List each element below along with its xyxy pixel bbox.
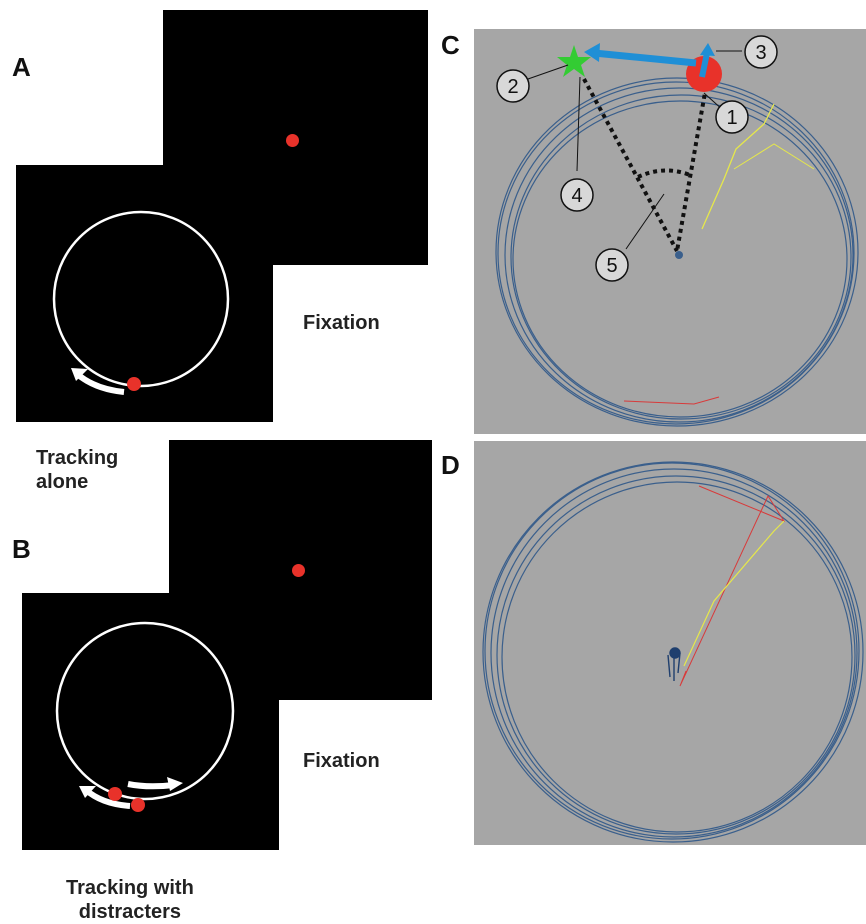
panel-letter-d: D (441, 450, 460, 480)
marker-label-1: 1 (726, 107, 737, 129)
panel-letter-c: C (441, 30, 460, 60)
tracking-screen-b (22, 593, 279, 850)
panel-letter-b: B (12, 534, 31, 564)
vector-arrow-icon (593, 49, 697, 67)
panel-letter-a: A (12, 52, 31, 82)
track-circle (55, 621, 235, 801)
hand-trace (683, 520, 785, 667)
motion-arrow-icon (127, 781, 175, 790)
trajectory-plot-d (474, 441, 866, 845)
center-cluster (675, 251, 683, 259)
numbered-circle-marker-2: 2 (496, 69, 530, 103)
angle-lines (582, 78, 708, 252)
numbered-circle-marker-4: 4 (560, 178, 594, 212)
tracking-label-b: Tracking with distracters (66, 876, 194, 924)
fixation-label-a: Fixation (303, 312, 380, 334)
arrowhead-icon (700, 43, 715, 56)
tracking-label-b-line1: Tracking with (66, 877, 194, 899)
marker-label-3: 3 (755, 42, 766, 64)
tracking-label-a-line1: Tracking (36, 447, 119, 469)
tracking-label-a-line2: alone (36, 471, 89, 493)
target-dot-icon (127, 377, 141, 391)
error-trace (679, 485, 786, 687)
arrowhead-icon (584, 43, 600, 62)
motion-arrow-icon (84, 787, 131, 809)
numbered-circle-marker-1: 1 (715, 100, 749, 134)
hand-trace (733, 143, 815, 170)
tracking-display-b (55, 621, 235, 812)
track-circle (52, 210, 230, 388)
marker-label-5: 5 (606, 255, 617, 277)
eye-trace (495, 77, 859, 427)
arrowhead-icon (167, 777, 183, 791)
star-marker-icon (557, 45, 591, 77)
numbered-circle-marker-5: 5 (595, 248, 629, 282)
center-cluster (667, 647, 681, 681)
marker-leaders (527, 50, 742, 250)
arrowhead-icon (79, 786, 96, 798)
marker-label-4: 4 (571, 185, 582, 207)
fixation-dot-icon (292, 564, 305, 577)
fixation-label-b: Fixation (303, 750, 380, 772)
tracking-label-b-line2: distracters (78, 901, 182, 923)
trajectory-plot-c: 1 2 3 4 5 (474, 29, 866, 434)
tracking-screen-a (16, 165, 273, 422)
numbered-circle-marker-3: 3 (744, 35, 778, 69)
tracking-label-a: Tracking alone (36, 446, 118, 494)
marker-label-2: 2 (507, 76, 518, 98)
trajectory-svg-c: 1 2 3 4 5 (495, 35, 859, 427)
fixation-dot-icon (286, 134, 299, 147)
target-dot-icon (108, 787, 122, 801)
trajectory-svg-d (482, 461, 864, 843)
error-trace (623, 396, 720, 405)
tracking-display-a (52, 210, 230, 395)
eye-trace (482, 461, 864, 843)
arrowhead-icon (71, 368, 88, 381)
hand-trace (701, 103, 775, 230)
distracter-dot-icon (131, 798, 145, 812)
vector-arrow-icon (699, 52, 710, 78)
